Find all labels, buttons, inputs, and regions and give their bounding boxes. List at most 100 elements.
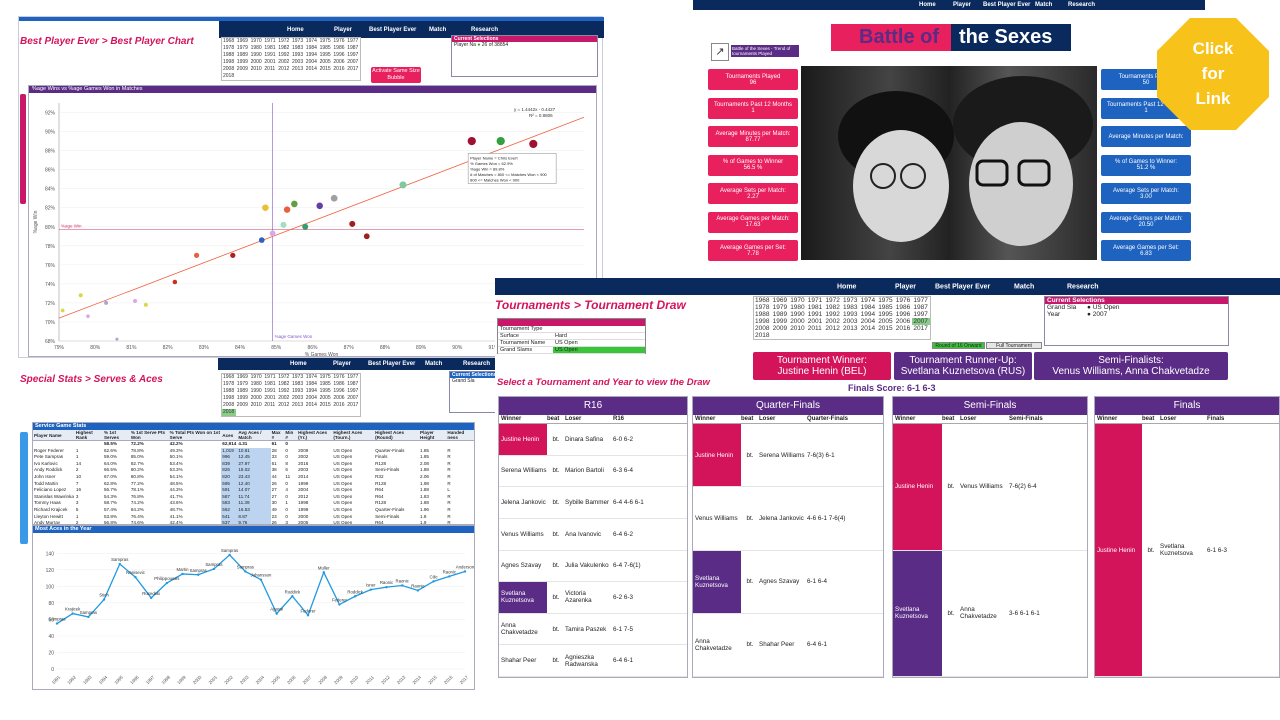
year-option[interactable]: 2007 [347, 395, 359, 401]
year-option[interactable]: 1996 [333, 388, 345, 394]
year-option[interactable]: 1995 [878, 311, 893, 318]
aces-point[interactable] [102, 598, 106, 601]
year-option[interactable]: 2004 [860, 318, 876, 325]
aces-point[interactable] [291, 595, 294, 598]
year-option[interactable]: 1976 [333, 38, 345, 44]
scatter-point[interactable] [269, 230, 276, 237]
table-row[interactable]: Todd Martin 7 62.8% 77.2% 48.5% 595 12.40 26 0 19… [33, 480, 474, 488]
nav-player-2[interactable]: Player [953, 2, 972, 8]
scatter-point[interactable] [193, 252, 200, 258]
table-row[interactable]: Richard Krajicek 5 57.4% 84.2% 48.7% 562 16.53… [33, 506, 474, 514]
aces-point[interactable] [71, 612, 74, 615]
filter-row[interactable]: Surface Hard [498, 333, 645, 340]
nav-best-4[interactable]: Best Player Ever [935, 283, 991, 290]
scatter-point[interactable] [283, 206, 291, 213]
year-option[interactable]: 2010 [790, 325, 805, 332]
click-for-link-badge[interactable]: Click for Link [1157, 18, 1269, 130]
year-option[interactable]: 2000 [250, 395, 262, 401]
column-header[interactable]: Avg Aces / Match [237, 430, 271, 441]
year-option[interactable]: 1970 [790, 297, 805, 304]
draw-match-row[interactable]: Jelena Jankovic bt. Sybille Bammer 6-4 4-6 … [499, 487, 687, 519]
year-option[interactable]: 1981 [264, 381, 276, 387]
year-option[interactable]: 2006 [895, 318, 911, 325]
year-option[interactable]: 1990 [250, 52, 262, 58]
year-option[interactable]: 2007 [912, 318, 930, 325]
aces-point[interactable] [259, 578, 263, 581]
year-option[interactable]: 2005 [319, 59, 331, 65]
scatter-point[interactable] [104, 300, 109, 305]
column-header[interactable]: Highest Aces (Round) [374, 430, 420, 441]
year-option[interactable]: 1971 [264, 38, 276, 44]
year-option[interactable]: 2015 [319, 402, 331, 408]
year-option[interactable]: 1982 [825, 304, 840, 311]
year-option[interactable]: 1994 [305, 52, 317, 58]
year-option[interactable]: 1989 [236, 52, 248, 58]
aces-point[interactable] [463, 570, 467, 573]
year-option[interactable]: 2014 [305, 66, 317, 72]
draw-match-row[interactable]: Justine Henin bt. Dinara Safina 6-0 6-2 [499, 424, 687, 456]
year-option[interactable]: 2002 [278, 59, 290, 65]
nav-home-4[interactable]: Home [837, 283, 857, 290]
draw-match-row[interactable]: Serena Williams bt. Marion Bartoli 6-3 6-4 [499, 456, 687, 488]
year-option[interactable]: 1983 [843, 304, 858, 311]
trend-logo[interactable]: ↗ Battle of the Sexes - Trend of tournam… [711, 43, 799, 61]
year-selector[interactable]: 1968 1969 1970 1971 1972 1973 1974 1975 1976 1977… [221, 37, 361, 81]
year-option[interactable]: 2009 [236, 402, 248, 408]
aces-point[interactable] [369, 588, 373, 591]
year-option[interactable]: 1988 [223, 52, 235, 58]
year-option[interactable]: 1989 [772, 311, 788, 318]
year-option[interactable]: 1973 [843, 297, 858, 304]
year-option[interactable]: 1995 [319, 388, 331, 394]
scatter-point[interactable] [230, 252, 236, 258]
draw-match-row[interactable]: Svetlana Kuznetsova bt. Anna Chakvetadze 3-… [893, 550, 1087, 677]
column-header[interactable]: % Total Pts Won on 1st Serve [168, 430, 222, 441]
year-option[interactable]: 2000 [790, 318, 805, 325]
year-option[interactable]: 2012 [825, 325, 840, 332]
year-option[interactable]: 2012 [278, 402, 290, 408]
year-option[interactable]: 1968 [755, 297, 770, 304]
nav-research-2[interactable]: Research [1068, 2, 1096, 8]
aces-point[interactable] [181, 572, 184, 576]
year-option[interactable]: 2008 [755, 325, 770, 332]
aces-point[interactable] [385, 585, 388, 589]
aces-point[interactable] [306, 614, 310, 617]
year-option[interactable]: 1999 [236, 59, 248, 65]
year-option[interactable]: 1993 [843, 311, 858, 318]
aces-point[interactable] [228, 553, 231, 557]
year-option[interactable]: 2001 [264, 59, 276, 65]
year-option[interactable]: 1980 [790, 304, 805, 311]
year-option[interactable]: 2004 [305, 59, 317, 65]
year-option[interactable]: 2017 [347, 402, 359, 408]
column-header[interactable]: Highest Rank [74, 430, 103, 441]
draw-match-row[interactable]: Justine Henin bt. Venus Williams 7-6(2) 6-4 [893, 424, 1087, 551]
draw-match-row[interactable]: Justine Henin bt. Serena Williams 7-6(3) 6-… [693, 424, 883, 488]
year-option[interactable]: 1992 [278, 388, 290, 394]
aces-point[interactable] [197, 573, 200, 576]
aces-point[interactable] [401, 584, 404, 587]
draw-match-row[interactable]: Svetlana Kuznetsova bt. Agnes Szavay 6-1 6-… [693, 550, 883, 614]
year-option[interactable]: 1976 [333, 374, 345, 380]
year-option[interactable]: 2012 [278, 66, 290, 72]
year-option[interactable]: 1990 [250, 388, 262, 394]
table-row[interactable]: Pete Sampras 1 59.0% 85.0% 50.1% 996 12.45 33 0 2… [33, 454, 474, 461]
year-option[interactable]: 1993 [292, 52, 304, 58]
year-option[interactable]: 1984 [305, 381, 317, 387]
year-option[interactable]: 1997 [913, 311, 928, 318]
year-option[interactable]: 1978 [223, 381, 235, 387]
column-header[interactable]: % 1st Serve Pts Won [129, 430, 169, 441]
year-option[interactable]: 1996 [895, 311, 911, 318]
year-option[interactable]: 1986 [333, 45, 345, 51]
column-header[interactable]: Handed ness [446, 430, 474, 441]
nav-match[interactable]: Match [429, 26, 447, 33]
filter-row[interactable]: Grand Slams US Open [498, 347, 645, 354]
year-option[interactable]: 1977 [347, 38, 359, 44]
year-option[interactable]: 2017 [347, 66, 359, 72]
year-option[interactable]: 1993 [292, 388, 304, 394]
year-option[interactable]: 1987 [347, 381, 359, 387]
draw-match-row[interactable]: Anna Chakvetadze bt. Shahar Peer 6-4 6-1 [693, 614, 883, 677]
aces-point[interactable] [134, 576, 137, 579]
scatter-point[interactable] [302, 223, 309, 230]
year-option[interactable]: 1997 [347, 388, 359, 394]
year-option[interactable]: 1985 [319, 45, 331, 51]
aces-point[interactable] [212, 567, 216, 571]
